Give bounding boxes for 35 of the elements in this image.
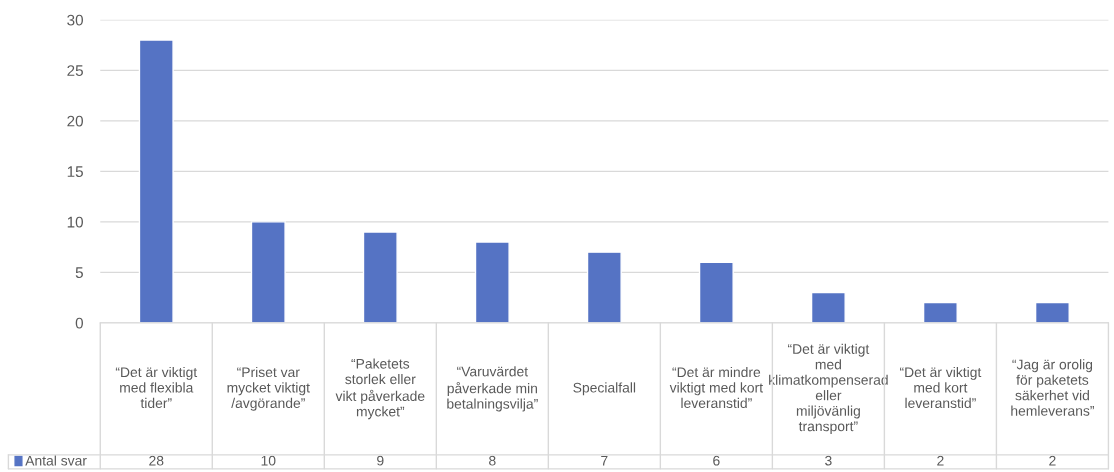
bar — [1034, 301, 1070, 323]
y-tick-label: 30 — [67, 14, 83, 26]
y-tick-label: 0 — [75, 317, 83, 329]
bar — [810, 291, 846, 323]
x-tick-label: “Paketets storlek eller vikt påverkade mycket” — [335, 358, 425, 420]
x-tick-label: “Jag är orolig för paketets säkerhet vid hemleverans” — [1011, 359, 1094, 416]
x-tick-label: Specialfall — [573, 382, 636, 396]
bar — [698, 261, 734, 323]
legend-label: Antal svar — [25, 455, 87, 466]
bar — [362, 231, 398, 323]
bar — [474, 241, 510, 323]
x-tick-label: “Det är mindre viktigt med kort leveranstid” — [669, 366, 763, 409]
y-tick-label: 20 — [67, 115, 83, 127]
bar — [250, 221, 286, 323]
bar — [586, 251, 622, 323]
data-label: 6 — [713, 455, 720, 466]
x-tick-label: “Priset var mycket viktigt /avgörande” — [227, 366, 310, 411]
x-tick-label: “Det är viktigt med kort leveranstid” — [900, 366, 982, 409]
data-label: 28 — [149, 455, 164, 466]
data-label: 2 — [1049, 455, 1056, 466]
data-label: 8 — [489, 455, 496, 466]
x-tick-label: “Det är viktigt med klimatkompenserad eller miljövänlig transport” — [769, 343, 888, 434]
bar — [922, 301, 958, 323]
data-label: 10 — [261, 455, 276, 466]
data-label: 9 — [377, 455, 384, 466]
bar — [138, 39, 174, 323]
y-tick-label: 25 — [67, 65, 83, 77]
data-label: 7 — [601, 455, 608, 466]
data-label: 3 — [825, 455, 832, 466]
x-tick-label: “Varuvärdet påverkade min betalningsvilja” — [447, 366, 538, 412]
x-tick-label: “Det är viktigt med flexibla tider” — [115, 366, 198, 409]
y-tick-label: 5 — [75, 267, 83, 279]
y-tick-label: 10 — [67, 216, 83, 228]
data-label: 2 — [937, 455, 944, 466]
y-tick-label: 15 — [67, 166, 83, 178]
